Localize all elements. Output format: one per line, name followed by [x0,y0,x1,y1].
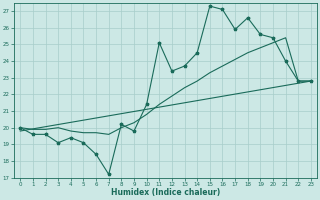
X-axis label: Humidex (Indice chaleur): Humidex (Indice chaleur) [111,188,220,197]
